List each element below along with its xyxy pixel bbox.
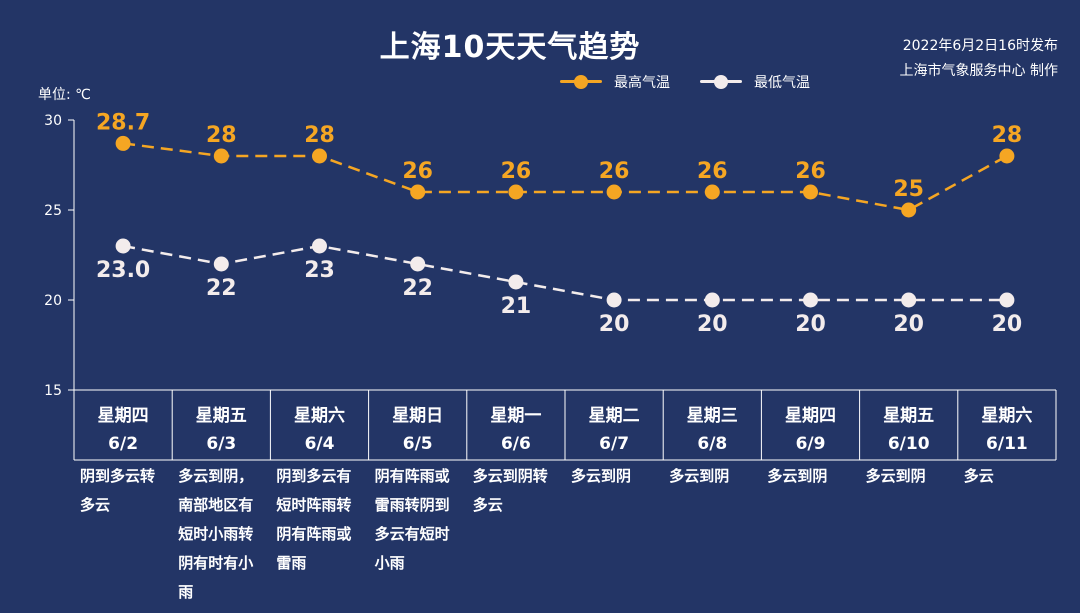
- category-weekday: 星期四: [785, 406, 836, 426]
- y-tick-label: 25: [44, 203, 62, 219]
- data-label-low: 23.0: [96, 258, 150, 283]
- chart-title: 上海10天天气趋势: [379, 30, 641, 65]
- category-date: 6/10: [888, 434, 930, 454]
- data-point-low: [115, 238, 131, 254]
- legend-swatch-high: [560, 75, 602, 89]
- data-point-high: [410, 184, 426, 200]
- data-label-low: 20: [992, 312, 1023, 337]
- weather-description: 阴有阵雨或雷雨转阴到多云有短时小雨: [374, 467, 450, 572]
- data-point-low: [410, 256, 426, 272]
- category-date: 6/8: [697, 434, 727, 454]
- data-point-high: [312, 148, 327, 164]
- data-label-high: 26: [599, 159, 630, 184]
- category-date: 6/4: [305, 434, 335, 454]
- data-point-high: [803, 184, 818, 200]
- data-point-low: [901, 292, 917, 308]
- weather-description: 多云: [963, 467, 994, 485]
- y-tick-label: 20: [44, 293, 62, 309]
- legend-item-low: 最低气温: [700, 72, 810, 92]
- category-weekday: 星期五: [883, 406, 934, 426]
- data-point-low: [999, 292, 1015, 308]
- category-date: 6/11: [986, 434, 1028, 454]
- weather-description: 多云到阴: [865, 467, 926, 485]
- data-label-low: 20: [697, 312, 728, 337]
- data-label-high: 28.7: [96, 110, 150, 135]
- issue-info: 2022年6月2日16时发布 上海市气象服务中心 制作: [900, 34, 1058, 84]
- data-point-high: [999, 148, 1015, 164]
- category-date: 6/6: [501, 434, 531, 454]
- data-label-high: 26: [402, 159, 433, 184]
- data-label-low: 21: [501, 294, 532, 319]
- data-point-low: [508, 274, 524, 290]
- data-point-low: [606, 292, 622, 308]
- data-label-low: 20: [893, 312, 924, 337]
- category-date: 6/3: [206, 434, 236, 454]
- category-weekday: 星期五: [196, 406, 247, 426]
- legend-item-high: 最高气温: [560, 72, 670, 92]
- weather-description: 多云到阴，南部地区有短时小雨转阴有时有小雨: [178, 467, 254, 601]
- data-point-low: [803, 292, 818, 308]
- issue-time: 2022年6月2日16时发布: [902, 38, 1058, 54]
- data-label-high: 28: [206, 123, 237, 148]
- data-label-high: 28: [992, 123, 1023, 148]
- data-point-high: [508, 184, 524, 200]
- category-weekday: 星期日: [392, 406, 443, 426]
- data-point-high: [606, 184, 622, 200]
- category-weekday: 星期一: [490, 406, 541, 426]
- data-point-low: [704, 292, 720, 308]
- data-label-high: 26: [501, 159, 532, 184]
- category-date: 6/5: [403, 434, 433, 454]
- series-line-high: [122, 142, 1008, 212]
- category-date: 6/9: [796, 434, 826, 454]
- weather-description: 阴到多云有短时阵雨转阴有阵雨或雷雨: [276, 467, 352, 572]
- y-tick-label: 30: [44, 113, 62, 129]
- category-weekday: 星期六: [981, 405, 1032, 426]
- weather-description: 阴到多云转多云: [80, 467, 156, 514]
- data-point-high: [704, 184, 720, 200]
- issuer: 上海市气象服务中心 制作: [899, 63, 1058, 79]
- category-weekday: 星期六: [294, 405, 345, 426]
- data-label-high: 26: [795, 159, 826, 184]
- category-weekday: 星期四: [98, 406, 149, 426]
- data-label-high: 25: [893, 177, 924, 202]
- series-line-low: [122, 244, 1007, 302]
- data-point-high: [213, 148, 229, 164]
- weather-description: 多云到阴: [669, 467, 730, 485]
- category-weekday: 星期二: [589, 406, 640, 426]
- data-point-low: [312, 238, 327, 254]
- data-label-low: 20: [599, 312, 630, 337]
- data-label-low: 22: [402, 276, 433, 301]
- legend-label-high: 最高气温: [614, 75, 670, 91]
- data-point-low: [213, 256, 229, 272]
- data-label-low: 22: [206, 276, 237, 301]
- data-point-high: [115, 135, 131, 151]
- weather-description: 多云到阴: [571, 467, 632, 485]
- category-weekday: 星期三: [687, 406, 738, 426]
- category-date: 6/2: [108, 434, 138, 454]
- category-date: 6/7: [599, 434, 629, 454]
- data-point-high: [901, 202, 917, 218]
- legend: 最高气温 最低气温: [560, 70, 840, 94]
- data-label-low: 23: [304, 258, 335, 283]
- legend-label-low: 最低气温: [754, 75, 810, 91]
- y-tick-label: 15: [44, 383, 62, 399]
- unit-label: 单位: ℃: [38, 87, 91, 103]
- weather-description: 多云到阴: [767, 467, 828, 485]
- data-label-high: 26: [697, 159, 728, 184]
- weather-description: 多云到阴转多云: [472, 467, 548, 514]
- data-label-low: 20: [795, 312, 826, 337]
- legend-swatch-low: [700, 75, 742, 89]
- data-label-high: 28: [304, 123, 335, 148]
